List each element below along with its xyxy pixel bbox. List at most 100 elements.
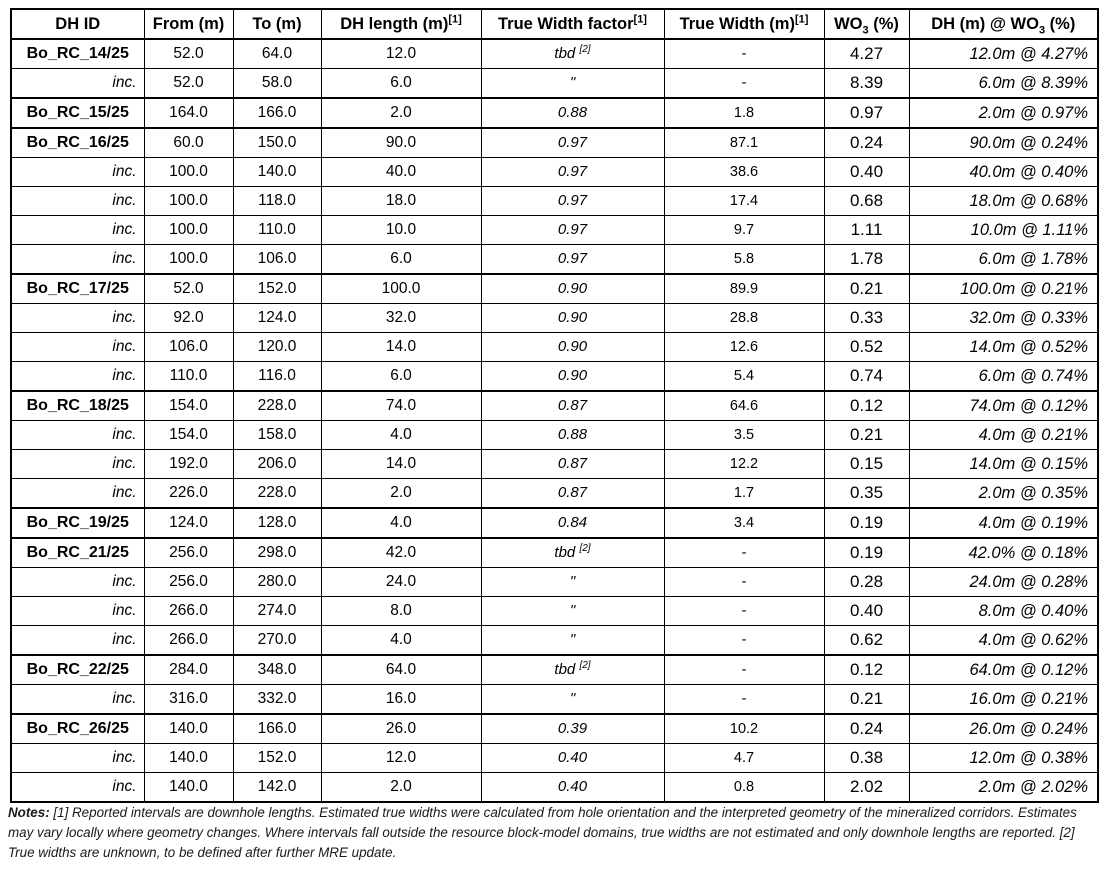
dh-length-cell: 12.0 (320, 743, 482, 773)
to-cell: 166.0 (232, 713, 322, 744)
dh-length-cell: 16.0 (320, 684, 482, 715)
dh-length-cell: 18.0 (320, 186, 482, 216)
true-width-factor-cell: 0.97 (480, 127, 665, 158)
dh-id-cell: inc. (10, 684, 145, 715)
included-interval-row: inc. 110.0 116.0 6.0 0.90 5.4 0.74 6.0m @ 0.74% (10, 361, 1099, 392)
hole-row: Bo_RC_22/25 284.0 348.0 64.0 tbd [2] -0.12 64.… (10, 654, 1099, 685)
intercept-summary-cell: 42.0% @ 0.18% (908, 537, 1099, 568)
dh-id-cell: inc. (10, 420, 145, 450)
true-width-cell: 1.7 (663, 478, 825, 509)
included-interval-row: inc. 266.0 274.0 8.0 " -0.40 8.0m @ 0.40% (10, 596, 1099, 626)
intercept-summary-cell: 6.0m @ 0.74% (908, 361, 1099, 392)
hole-row: Bo_RC_15/25 164.0 166.0 2.0 0.88 1.8 0.97 2.0m … (10, 97, 1099, 129)
true-width-cell: 12.6 (663, 332, 825, 362)
wo3-grade-cell: 0.52 (823, 332, 910, 362)
wo3-grade-cell: 2.02 (823, 772, 910, 803)
included-interval-row: inc. 154.0 158.0 4.0 0.88 3.5 0.21 4.0m @ 0.21% (10, 420, 1099, 450)
dh-id-cell: inc. (10, 361, 145, 392)
dh-id-cell: inc. (10, 186, 145, 216)
wo3-grade-cell: 0.12 (823, 390, 910, 421)
intercept-summary-cell: 32.0m @ 0.33% (908, 303, 1099, 333)
intercept-summary-cell: 2.0m @ 2.02% (908, 772, 1099, 803)
from-cell: 256.0 (143, 567, 234, 597)
true-width-cell: - (663, 38, 825, 69)
intercept-summary-cell: 16.0m @ 0.21% (908, 684, 1099, 715)
wo3-grade-cell: 0.35 (823, 478, 910, 509)
included-interval-row: inc. 52.0 58.0 6.0 " -8.39 6.0m @ 8.39% (10, 68, 1099, 99)
drill-results-table: DH ID From (m) To (m) DH length (m)[1] True … (10, 8, 1099, 803)
from-cell: 140.0 (143, 772, 234, 803)
from-cell: 124.0 (143, 507, 234, 539)
to-cell: 270.0 (232, 625, 322, 656)
true-width-cell: 17.4 (663, 186, 825, 216)
to-cell: 152.0 (232, 273, 322, 304)
true-width-factor-cell: 0.39 (480, 713, 665, 744)
to-cell: 124.0 (232, 303, 322, 333)
wo3-grade-cell: 1.78 (823, 244, 910, 275)
intercept-summary-cell: 12.0m @ 4.27% (908, 38, 1099, 69)
wo3-grade-cell: 0.15 (823, 449, 910, 479)
intercept-summary-cell: 14.0m @ 0.52% (908, 332, 1099, 362)
wo3-grade-cell: 0.28 (823, 567, 910, 597)
included-interval-row: inc. 192.0 206.0 14.0 0.87 12.2 0.15 14.0m @ 0.… (10, 449, 1099, 479)
column-header-dh-length: DH length (m)[1] (320, 8, 482, 40)
dh-length-cell: 42.0 (320, 537, 482, 568)
intercept-summary-cell: 4.0m @ 0.21% (908, 420, 1099, 450)
notes-label: Notes: (8, 805, 50, 820)
intercept-summary-cell: 6.0m @ 1.78% (908, 244, 1099, 275)
to-cell: 128.0 (232, 507, 322, 539)
column-header-true-width: True Width (m)[1] (663, 8, 825, 40)
included-interval-row: inc. 266.0 270.0 4.0 " -0.62 4.0m @ 0.62% (10, 625, 1099, 656)
included-interval-row: inc. 106.0 120.0 14.0 0.90 12.6 0.52 14.0m @ 0.… (10, 332, 1099, 362)
dh-id-cell: inc. (10, 772, 145, 803)
dh-id-cell: inc. (10, 215, 145, 245)
true-width-cell: 28.8 (663, 303, 825, 333)
hole-row: Bo_RC_19/25 124.0 128.0 4.0 0.84 3.4 0.19 4.0m … (10, 507, 1099, 539)
dh-length-cell: 12.0 (320, 38, 482, 69)
intercept-summary-cell: 74.0m @ 0.12% (908, 390, 1099, 421)
intercept-summary-cell: 24.0m @ 0.28% (908, 567, 1099, 597)
from-cell: 52.0 (143, 273, 234, 304)
dh-length-cell: 32.0 (320, 303, 482, 333)
included-interval-row: inc. 316.0 332.0 16.0 " -0.21 16.0m @ 0.21% (10, 684, 1099, 715)
dh-length-cell: 6.0 (320, 244, 482, 275)
table-body: Bo_RC_14/25 52.0 64.0 12.0 tbd [2] -4.27 12.0m… (10, 38, 1099, 803)
from-cell: 100.0 (143, 244, 234, 275)
from-cell: 192.0 (143, 449, 234, 479)
dh-id-cell: inc. (10, 303, 145, 333)
true-width-cell: 38.6 (663, 157, 825, 187)
dh-id-cell: inc. (10, 332, 145, 362)
wo3-grade-cell: 4.27 (823, 38, 910, 69)
to-cell: 332.0 (232, 684, 322, 715)
true-width-cell: 3.5 (663, 420, 825, 450)
true-width-factor-cell: 0.97 (480, 244, 665, 275)
intercept-summary-cell: 10.0m @ 1.11% (908, 215, 1099, 245)
true-width-cell: 87.1 (663, 127, 825, 158)
dh-length-cell: 6.0 (320, 361, 482, 392)
intercept-summary-cell: 100.0m @ 0.21% (908, 273, 1099, 304)
from-cell: 140.0 (143, 743, 234, 773)
to-cell: 152.0 (232, 743, 322, 773)
true-width-factor-cell: 0.90 (480, 332, 665, 362)
from-cell: 316.0 (143, 684, 234, 715)
dh-id-cell: inc. (10, 478, 145, 509)
wo3-grade-cell: 0.21 (823, 684, 910, 715)
to-cell: 348.0 (232, 654, 322, 685)
intercept-summary-cell: 90.0m @ 0.24% (908, 127, 1099, 158)
dh-id-cell: Bo_RC_19/25 (10, 507, 145, 539)
dh-length-cell: 8.0 (320, 596, 482, 626)
intercept-summary-cell: 64.0m @ 0.12% (908, 654, 1099, 685)
dh-id-cell: inc. (10, 596, 145, 626)
true-width-cell: 89.9 (663, 273, 825, 304)
true-width-cell: 4.7 (663, 743, 825, 773)
intercept-summary-cell: 12.0m @ 0.38% (908, 743, 1099, 773)
dh-id-cell: inc. (10, 743, 145, 773)
intercept-summary-cell: 2.0m @ 0.97% (908, 97, 1099, 129)
intercept-summary-cell: 6.0m @ 8.39% (908, 68, 1099, 99)
true-width-cell: 1.8 (663, 97, 825, 129)
to-cell: 228.0 (232, 390, 322, 421)
dh-id-cell: inc. (10, 157, 145, 187)
true-width-cell: 5.4 (663, 361, 825, 392)
true-width-cell: - (663, 684, 825, 715)
from-cell: 52.0 (143, 38, 234, 69)
